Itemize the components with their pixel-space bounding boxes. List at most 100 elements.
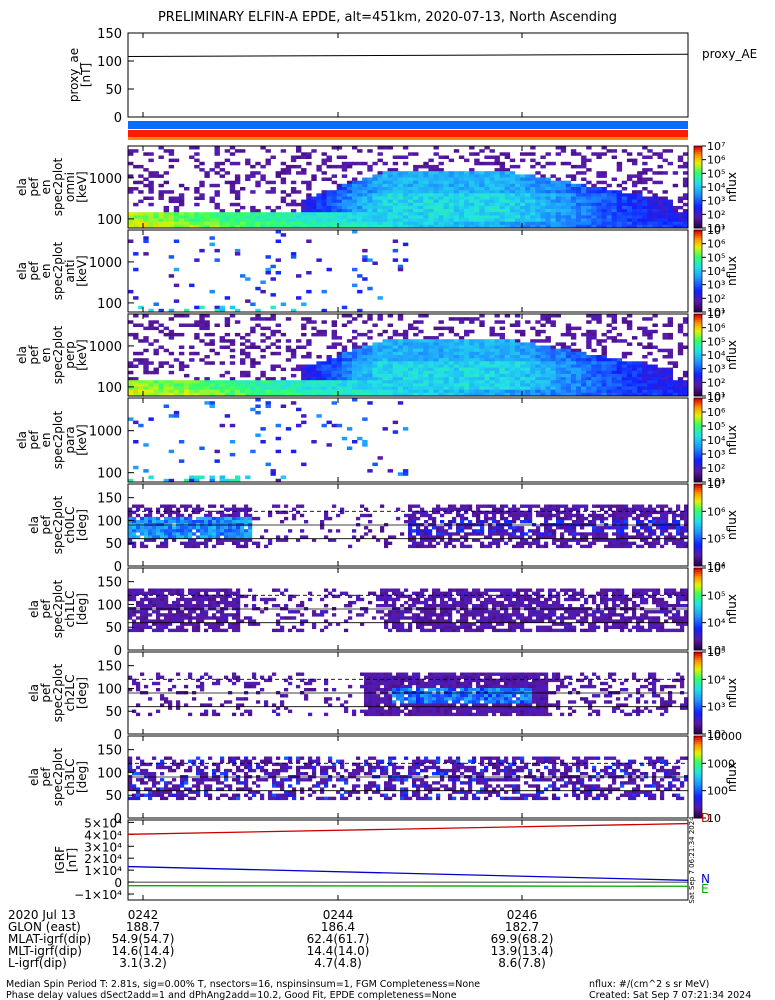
spec-en-0-cell (499, 218, 505, 222)
spec-en-0-cell (372, 161, 378, 166)
spec-en-2-cell (189, 389, 195, 394)
spec-en-2-cell (489, 355, 495, 359)
spec-en-0-cell (464, 224, 470, 229)
spec-en-2-cell (540, 370, 546, 375)
spec-en-0-cell (413, 209, 419, 213)
spec-en-3-colorbar-cell (694, 402, 702, 405)
spec-en-2-cell (245, 370, 251, 375)
spec-en-2-cell (632, 377, 638, 381)
spec-pa-0-cell (516, 541, 521, 545)
spec-en-2-cell (204, 332, 210, 337)
spec-en-1-colorbar-cell (694, 268, 702, 272)
spec-en-2-colorbar-label: nflux (725, 340, 739, 370)
spec-en-2-cell (540, 367, 546, 372)
spec-en-0-cell (219, 161, 225, 166)
spec-en-0-cell (677, 196, 684, 200)
spec-en-2-cell (642, 389, 648, 394)
spec-en-1-cell (128, 289, 134, 294)
spec-en-0-cell (632, 174, 638, 178)
spec-en-0-cell (581, 183, 587, 188)
spec-en-0-cell (392, 161, 399, 166)
spec-en-0-cell (148, 221, 154, 226)
spec-en-2-cell (423, 380, 429, 384)
spec-en-2-cell (362, 383, 368, 387)
spec-en-2-cell (509, 355, 516, 359)
spec-en-2-cell (413, 348, 419, 353)
spec-en-0-cell (387, 177, 393, 181)
spec-en-0-cell (642, 177, 648, 181)
spec-en-0-cell (637, 202, 643, 207)
spec-pa-0-cell (536, 532, 541, 536)
spec-en-2-cell (514, 339, 521, 343)
spec-en-0-cell (377, 212, 383, 216)
spec-en-0-cell (331, 212, 337, 216)
spec-en-2-cell (397, 364, 404, 368)
spec-pa-0-cell (164, 538, 169, 542)
spec-en-0-cell (387, 196, 393, 200)
spec-pa-0-cell (156, 532, 161, 536)
spec-pa-0-cell (180, 504, 185, 508)
spec-en-2-cell (372, 367, 378, 372)
spec-pa-0-cell (384, 544, 389, 549)
spec-en-1-cell (168, 274, 175, 278)
spec-en-0-cell (464, 221, 470, 226)
spec-en-0-cell (367, 221, 373, 226)
spec-en-2-cell (489, 339, 495, 343)
spec-en-2-cell (621, 380, 628, 384)
spec-en-2-cell (464, 383, 470, 387)
spec-en-0-cell (397, 215, 404, 219)
spec-en-0-cell (346, 209, 353, 213)
spec-en-0-colorbar-cell (694, 215, 702, 219)
spec-en-2-cell (474, 386, 480, 390)
spec-en-2-cell (586, 358, 592, 362)
spec-en-0-cell (408, 196, 414, 200)
spec-en-2-cell (408, 342, 414, 346)
spec-en-0-cell (616, 212, 623, 216)
spec-en-0-cell (484, 174, 490, 178)
spec-en-0-cell (565, 193, 572, 197)
spec-en-2-colorbar-cell (694, 379, 702, 383)
spec-pa-0-cell (212, 516, 217, 521)
spec-pa-0-cell (600, 538, 605, 542)
spec-pa-0-cell (140, 532, 145, 536)
spec-en-3-cell (194, 478, 200, 483)
spec-en-0-cell (367, 209, 373, 213)
spec-en-0-cell (464, 215, 470, 219)
spec-pa-0-cell (476, 507, 481, 511)
spec-en-2-cell (626, 351, 633, 356)
spec-en-2-cell (647, 317, 653, 321)
spec-pa-0-cell (592, 516, 597, 521)
spec-pa-0-cell (652, 529, 657, 533)
spec-en-2-cell (474, 373, 480, 378)
spec-pa-0-cell (512, 529, 517, 533)
spec-en-2-cell (367, 358, 373, 362)
spec-en-2-cell (270, 329, 276, 334)
spec-pa-0-cell (592, 513, 597, 518)
spec-en-0-cell (382, 171, 388, 175)
spec-en-2-colorbar-cell (694, 357, 702, 360)
spec-en-2-cell (306, 367, 312, 372)
spec-en-2-cell (336, 351, 343, 356)
spec-en-0-cell (652, 205, 658, 210)
spec-en-0-cell (560, 187, 567, 191)
spec-en-1-cell (306, 289, 312, 294)
spec-pa-0-cell (432, 538, 437, 542)
spec-en-0-cell (413, 152, 419, 156)
spec-en-2-cell (245, 339, 251, 343)
spec-pa-0-cell (284, 535, 289, 539)
spec-en-2-cell (331, 329, 337, 334)
spec-en-0-cell (214, 149, 220, 153)
spec-en-0-cell (341, 196, 348, 200)
spec-en-0-cell (234, 202, 241, 207)
spec-pa-0-cell (488, 529, 493, 533)
spec-en-2-cell (321, 380, 327, 384)
spec-en-2-cell (194, 320, 200, 324)
spec-en-0-cell (448, 190, 455, 194)
spec-en-0-cell (484, 202, 490, 207)
spec-en-2-cell (326, 392, 332, 397)
spec-en-2-cell (448, 329, 455, 334)
spec-en-2-cell (652, 367, 658, 372)
spec-en-2-cell (458, 342, 465, 346)
spec-en-2-cell (392, 345, 399, 349)
spec-pa-0-cell (408, 507, 413, 511)
